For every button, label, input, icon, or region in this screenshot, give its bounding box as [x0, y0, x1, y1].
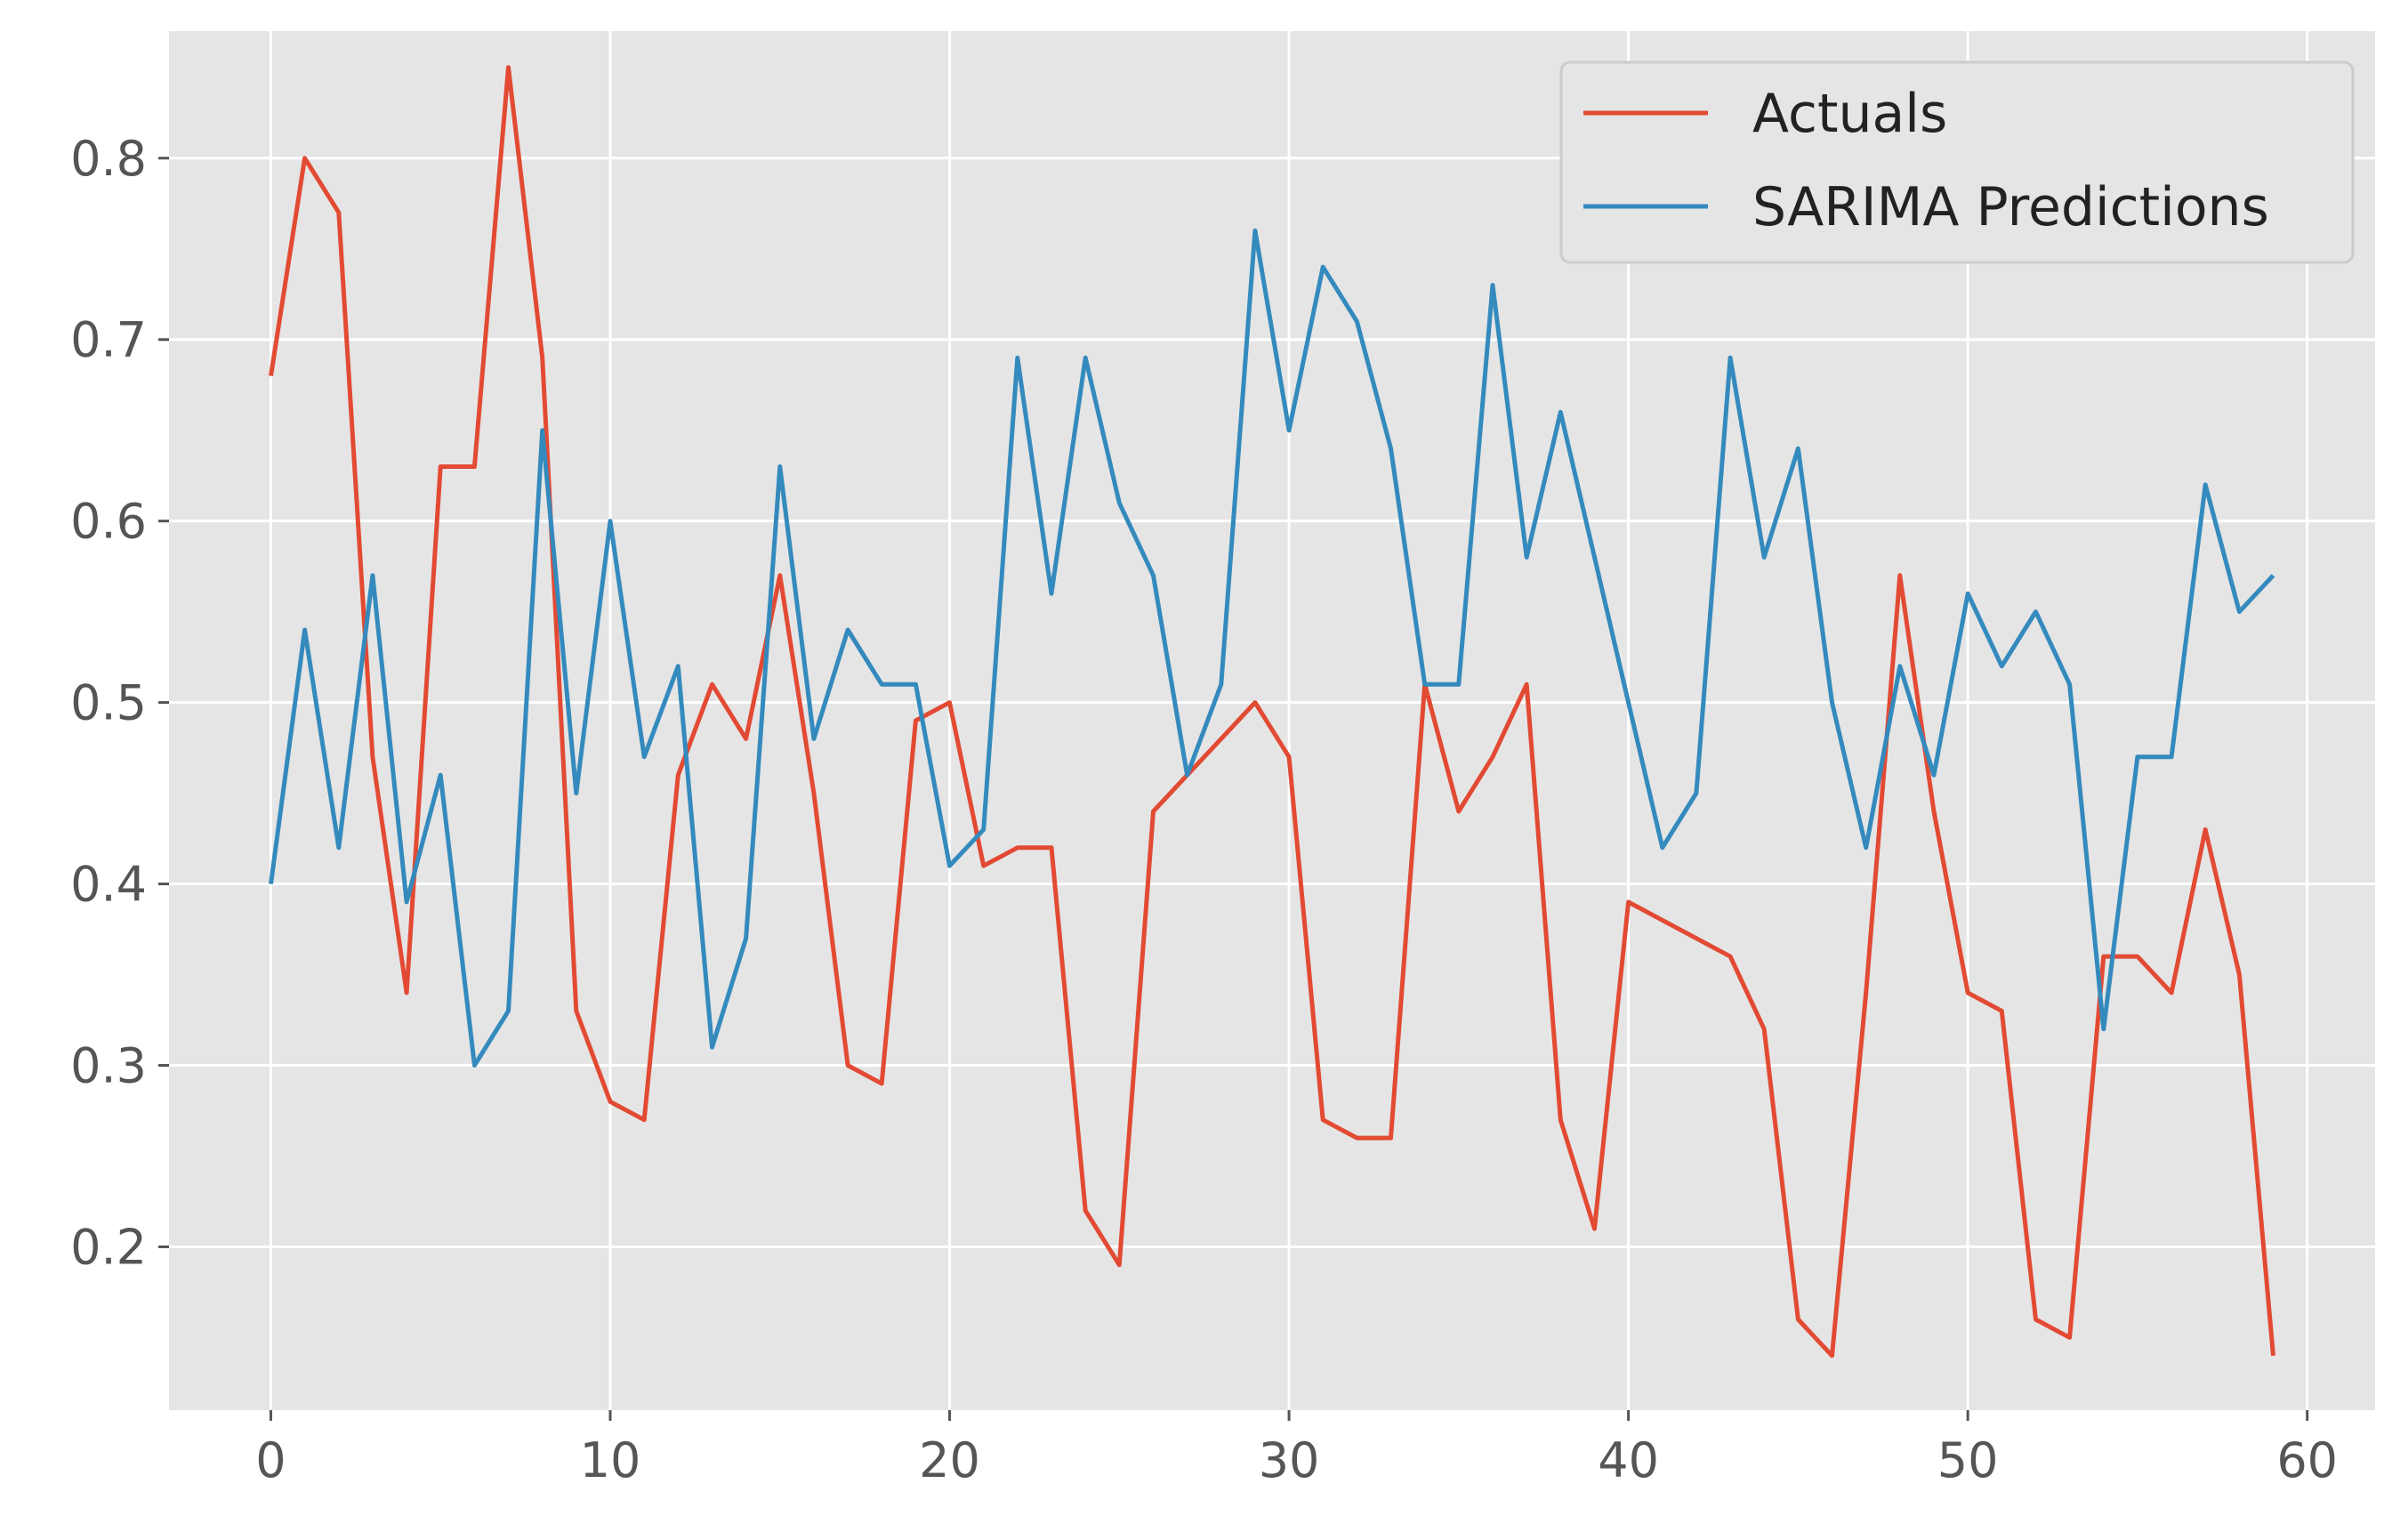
legend: Actuals SARIMA Predictions	[1559, 60, 2355, 264]
y-tick-label: 0.4	[70, 857, 147, 913]
y-tick-label: 0.2	[70, 1219, 147, 1275]
legend-label-sarima-predictions: SARIMA Predictions	[1752, 176, 2269, 238]
y-axis-ticks: 0.2 0.3 0.4 0.5 0.6 0.7 0.8	[70, 131, 169, 1275]
y-tick-label: 0.8	[70, 131, 147, 187]
grid-lines	[169, 31, 2375, 1410]
x-tick-label: 30	[1259, 1432, 1320, 1488]
x-tick-label: 20	[919, 1432, 980, 1488]
x-tick-label: 60	[2276, 1432, 2338, 1488]
y-tick-label: 0.3	[70, 1038, 147, 1094]
x-tick-label: 10	[580, 1432, 641, 1488]
x-axis-ticks: 0 10 20 30 40 50 60	[255, 1410, 2338, 1488]
x-tick-label: 40	[1598, 1432, 1659, 1488]
series-lines	[269, 65, 2275, 1359]
series-line-actuals	[269, 65, 2275, 1359]
x-tick-label: 0	[255, 1432, 286, 1488]
y-tick-label: 0.7	[70, 312, 147, 368]
x-tick-label: 50	[1937, 1432, 1999, 1488]
legend-box	[1559, 60, 2355, 264]
y-tick-label: 0.5	[70, 675, 147, 731]
legend-label-actuals: Actuals	[1752, 83, 1947, 145]
y-tick-label: 0.6	[70, 494, 147, 550]
series-line-sarima-predictions	[269, 228, 2275, 1068]
